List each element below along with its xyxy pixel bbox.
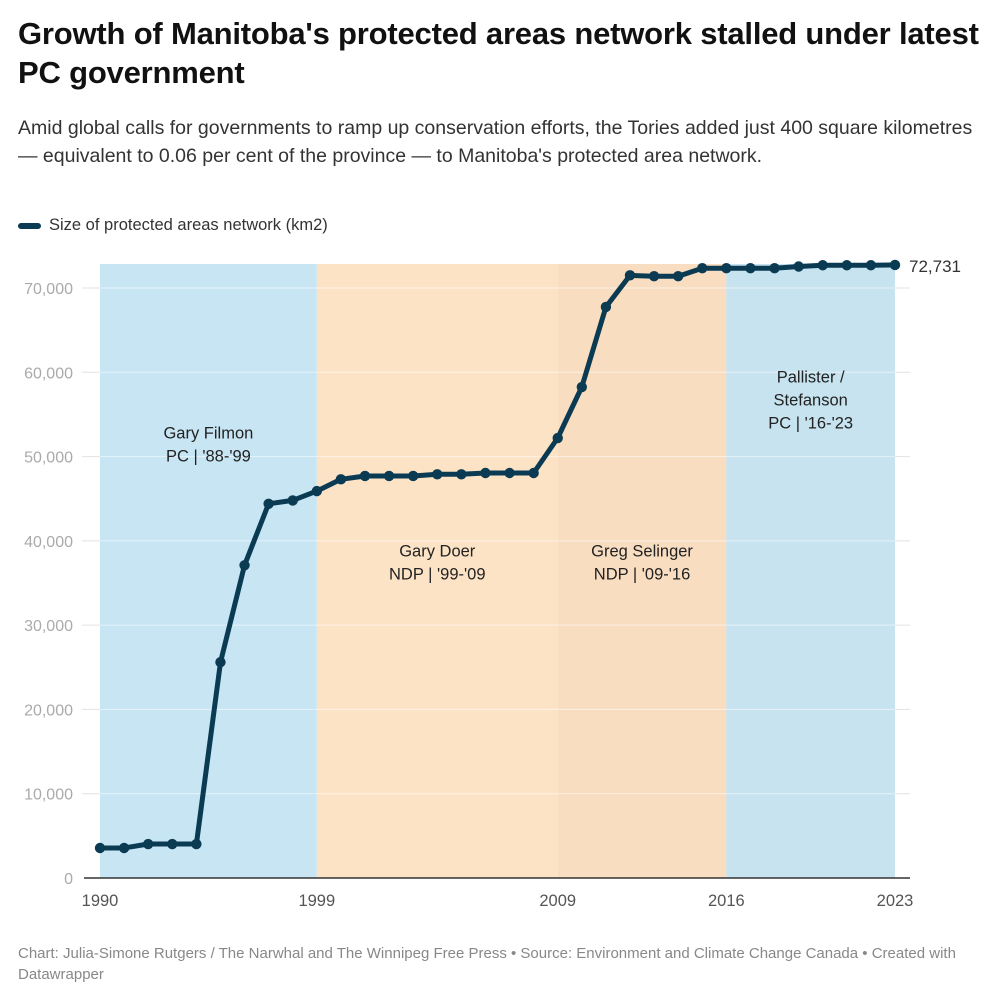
y-tick-label: 0: [64, 871, 73, 888]
y-tick-label: 60,000: [24, 365, 73, 382]
chart-footer: Chart: Julia-Simone Rutgers / The Narwha…: [18, 945, 956, 983]
chart-title: Growth of Manitoba's protected areas net…: [18, 16, 979, 90]
chart-subtitle: Amid global calls for governments to ram…: [18, 117, 973, 167]
data-point: [889, 259, 901, 271]
data-point: [215, 657, 226, 668]
legend: Size of protected areas network (km2): [18, 216, 328, 235]
data-point: [407, 470, 419, 482]
band-label: Gary Filmon PC | '88-'99: [163, 424, 253, 465]
data-point: [528, 467, 539, 479]
band-label-line: Greg Selinger: [591, 542, 693, 560]
band-label-line: PC | '88-'99: [166, 447, 251, 465]
data-point: [94, 842, 106, 854]
data-point: [287, 495, 298, 506]
line-layer: 72,731: [94, 257, 961, 854]
band-layer: [100, 264, 895, 878]
y-tick-label: 40,000: [24, 534, 73, 551]
data-point: [648, 271, 660, 282]
data-point: [841, 260, 853, 271]
data-point: [167, 838, 178, 850]
x-tick-label: 2016: [708, 892, 745, 910]
data-point: [263, 498, 274, 509]
band-label-line: NDP | '99-'09: [389, 565, 486, 583]
band-label-line: Gary Filmon: [163, 424, 253, 442]
band-labels-layer: Gary Filmon PC | '88-'99 Gary Doer NDP | '9…: [163, 368, 853, 583]
data-point: [745, 262, 756, 274]
data-point: [456, 469, 467, 480]
data-point: [311, 485, 323, 497]
data-point: [576, 381, 588, 393]
grid-layer: [82, 287, 910, 795]
data-point: [432, 469, 443, 480]
y-tick-label: 50,000: [24, 450, 73, 467]
data-point: [817, 260, 828, 271]
data-point: [769, 262, 780, 274]
band-label-line: Stefanson: [774, 391, 848, 409]
data-point: [142, 838, 154, 850]
data-point: [118, 842, 130, 854]
data-point: [239, 560, 250, 571]
data-point: [721, 262, 732, 274]
data-point: [191, 838, 202, 850]
y-tick-label: 20,000: [24, 702, 73, 719]
y-tick-label: 10,000: [24, 787, 73, 804]
data-point: [600, 301, 612, 313]
band-label: Gary Doer NDP | '99-'09: [389, 542, 486, 583]
data-point: [504, 467, 515, 479]
legend-swatch: [18, 222, 41, 229]
government-band: [726, 264, 895, 878]
legend-label: Size of protected areas network (km2): [49, 216, 328, 234]
data-point: [359, 470, 371, 482]
band-label: Greg Selinger NDP | '09-'16: [591, 542, 693, 583]
government-band: [316, 264, 558, 878]
data-point: [672, 271, 684, 282]
band-label-line: NDP | '09-'16: [594, 565, 691, 583]
data-point: [552, 432, 563, 444]
data-point: [865, 260, 877, 271]
x-tick-label: 1999: [298, 892, 335, 910]
x-tick-label: 1990: [82, 892, 119, 910]
x-tick-label: 2009: [539, 892, 576, 910]
series-line: [97, 262, 898, 851]
data-point: [793, 261, 804, 272]
band-label-line: Pallister /: [777, 368, 845, 386]
data-point: [335, 474, 347, 485]
band-label-line: Gary Doer: [399, 542, 476, 560]
axis-layer: 0 10,000 20,000 30,000 40,000 50,000 60,000 70,…: [24, 281, 913, 910]
data-point: [383, 470, 395, 482]
y-tick-label: 30,000: [24, 618, 73, 635]
y-tick-label: 70,000: [24, 281, 73, 298]
data-point: [624, 270, 636, 281]
government-band: [100, 264, 317, 878]
data-point: [697, 262, 708, 274]
band-label-line: PC | '16-'23: [768, 414, 853, 432]
data-point: [480, 467, 491, 479]
band-label: Pallister / Stefanson PC | '16-'23: [768, 368, 853, 432]
x-tick-label: 2023: [877, 892, 914, 910]
end-value-label: 72,731: [909, 257, 961, 276]
